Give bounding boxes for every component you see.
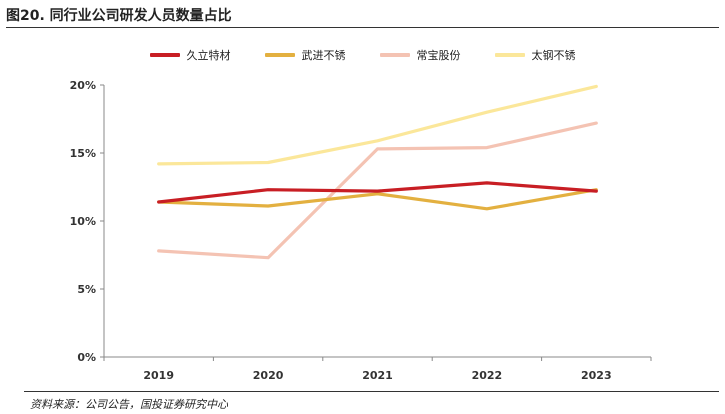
y-tick-label: 10% <box>70 215 96 228</box>
legend-item-changbao: 常宝股份 <box>379 47 461 63</box>
legend-swatch-taigang <box>494 53 525 57</box>
legend-swatch-jiuli <box>149 53 180 57</box>
x-tick-label: 2023 <box>581 369 612 382</box>
y-tick-label: 15% <box>70 147 96 160</box>
x-tick-label: 2022 <box>472 369 503 382</box>
y-tick-label: 0% <box>77 351 96 364</box>
legend-label-changbao: 常宝股份 <box>416 49 461 62</box>
legend-label-taigang: 太钢不锈 <box>531 49 576 62</box>
source-divider <box>24 391 719 392</box>
legend-swatch-wujin <box>264 53 295 57</box>
y-tick-label: 20% <box>70 79 96 92</box>
series-line-0 <box>157 181 598 204</box>
legend-label-wujin: 武进不锈 <box>301 49 346 62</box>
x-tick-label: 2019 <box>143 369 174 382</box>
legend-label-jiuli: 久立特材 <box>186 49 231 62</box>
chart-legend: 久立特材 武进不锈 常宝股份 太钢不锈 <box>0 45 725 65</box>
x-tick-label: 2020 <box>253 369 284 382</box>
legend-item-taigang: 太钢不锈 <box>494 47 576 63</box>
x-tick-label: 2021 <box>362 369 393 382</box>
y-tick-label: 5% <box>77 283 96 296</box>
source-note: 资料来源：公司公告，国投证券研究中心 <box>30 398 228 411</box>
series-line-3 <box>157 84 598 166</box>
figure-title: 图20. 同行业公司研发人员数量占比 <box>6 6 719 28</box>
legend-item-jiuli: 久立特材 <box>149 47 231 63</box>
legend-item-wujin: 武进不锈 <box>264 47 346 63</box>
series-line-1 <box>157 188 598 211</box>
series-line-2 <box>157 121 598 260</box>
legend-swatch-changbao <box>379 53 410 57</box>
